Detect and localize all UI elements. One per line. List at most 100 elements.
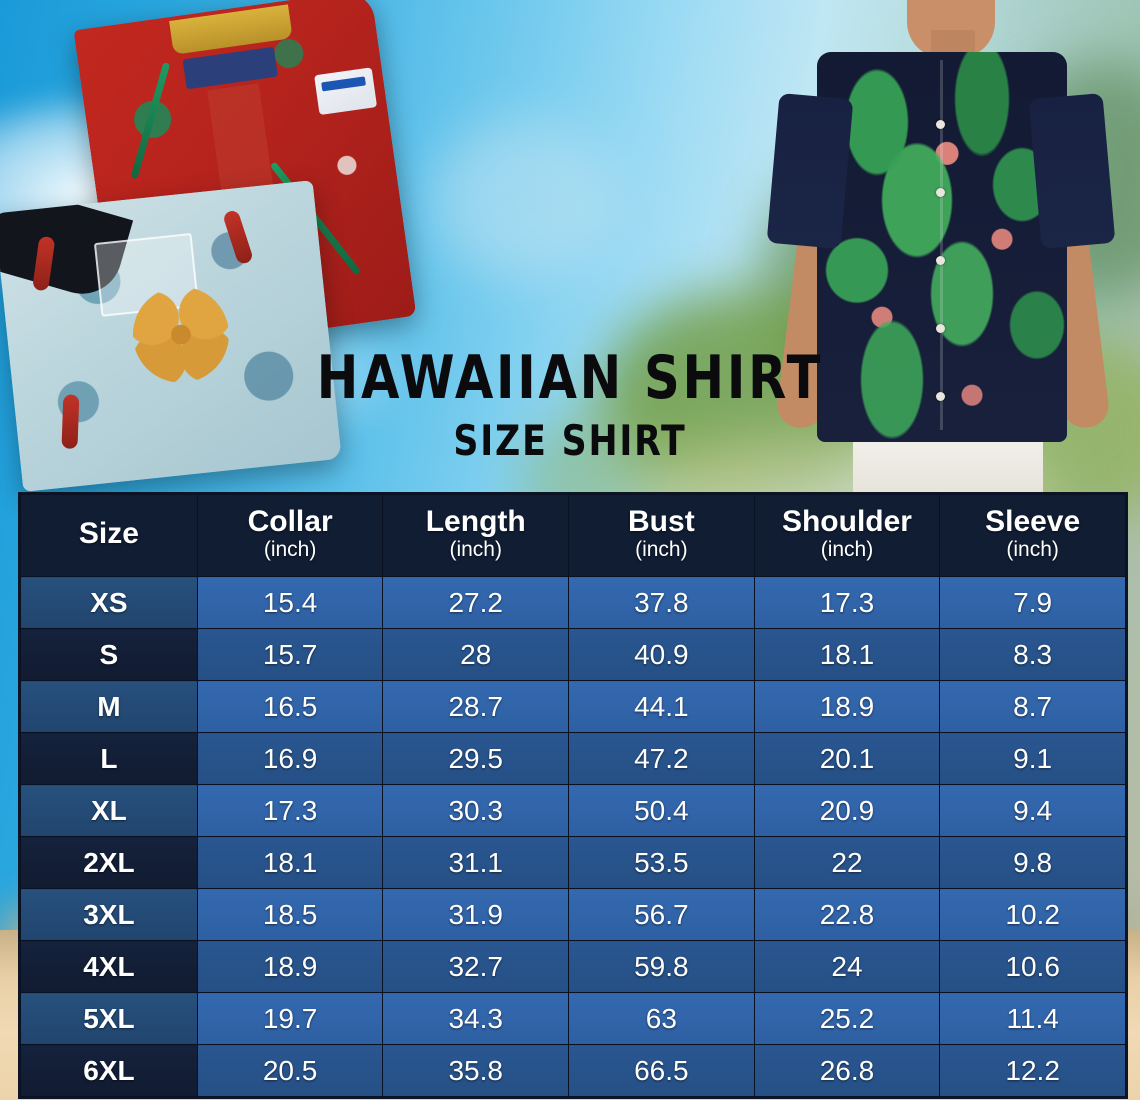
size-label-cell: L	[20, 732, 198, 785]
cell-collar: 16.9	[196, 732, 384, 785]
cell-length: 28.7	[382, 680, 570, 733]
cell-sleeve: 9.4	[939, 784, 1126, 837]
parrot-motif	[61, 394, 80, 449]
parrot-motif	[222, 208, 255, 266]
cell-shoulder: 26.8	[753, 1044, 941, 1097]
cell-length: 31.9	[382, 888, 570, 941]
column-header-label: Collar	[247, 504, 333, 538]
column-header-label: Shoulder	[781, 504, 912, 538]
blue-hawaiian-shirt	[0, 180, 342, 492]
cell-sleeve: 8.7	[939, 680, 1126, 733]
size-chart-table: Size Collar (inch) Length (inch) Bust (inch) Sh…	[20, 494, 1126, 1097]
cell-sleeve: 8.3	[939, 628, 1126, 681]
size-label-cell: 2XL	[20, 836, 198, 889]
cell-bust: 40.9	[568, 628, 755, 681]
cell-sleeve: 7.9	[939, 576, 1126, 629]
column-header-label: Bust	[628, 504, 695, 538]
cell-shoulder: 22.8	[753, 888, 941, 941]
column-header-unit: (inch)	[820, 538, 874, 562]
cell-shoulder: 22	[753, 836, 941, 889]
cell-length: 32.7	[382, 940, 570, 993]
cell-collar: 18.9	[196, 940, 384, 993]
table-row: 2XL 18.1 31.1 53.5 22 9.8	[20, 836, 1126, 889]
cell-bust: 44.1	[568, 680, 755, 733]
column-header-unit: (inch)	[635, 538, 688, 562]
cell-sleeve: 12.2	[939, 1044, 1126, 1097]
cell-shoulder: 17.3	[753, 576, 941, 629]
size-label-cell: M	[20, 680, 198, 733]
column-header-length: Length (inch)	[382, 494, 570, 577]
cell-shoulder: 20.9	[753, 784, 941, 837]
cell-sleeve: 10.6	[939, 940, 1126, 993]
table-row: L 16.9 29.5 47.2 20.1 9.1	[20, 732, 1126, 785]
cell-sleeve: 10.2	[939, 888, 1126, 941]
palm-leaf	[130, 62, 171, 180]
cell-shoulder: 18.1	[753, 628, 941, 681]
cell-shoulder: 18.9	[753, 680, 941, 733]
shirt-button	[936, 188, 945, 197]
folded-shirts-photo	[0, 0, 420, 492]
cell-length: 27.2	[382, 576, 570, 629]
size-label-cell: 4XL	[20, 940, 198, 993]
table-row: M 16.5 28.7 44.1 18.9 8.7	[20, 680, 1126, 733]
cell-collar: 15.7	[196, 628, 384, 681]
table-body: XS 15.4 27.2 37.8 17.3 7.9 S 15.7 28 40.9 18.1 8.3 M…	[20, 576, 1126, 1097]
shirt-collar	[169, 4, 293, 55]
size-label-cell: 5XL	[20, 992, 198, 1045]
table-row: S 15.7 28 40.9 18.1 8.3	[20, 628, 1126, 681]
shirt-placket	[940, 60, 943, 430]
cell-bust: 37.8	[568, 576, 755, 629]
table-row: 3XL 18.5 31.9 56.7 22.8 10.2	[20, 888, 1126, 941]
cell-collar: 15.4	[196, 576, 384, 629]
size-label-cell: 3XL	[20, 888, 198, 941]
model-photo	[735, 0, 1140, 500]
cell-bust: 50.4	[568, 784, 755, 837]
cell-shoulder: 25.2	[753, 992, 941, 1045]
table-row: 4XL 18.9 32.7 59.8 24 10.6	[20, 940, 1126, 993]
cell-collar: 17.3	[196, 784, 384, 837]
cell-length: 30.3	[382, 784, 570, 837]
column-header-bust: Bust (inch)	[568, 494, 755, 577]
column-header-label: Length	[425, 504, 526, 538]
cell-bust: 63	[568, 992, 755, 1045]
flamingo-hawaiian-shirt	[817, 52, 1067, 442]
cell-length: 31.1	[382, 836, 570, 889]
cell-bust: 56.7	[568, 888, 755, 941]
size-label-cell: XL	[20, 784, 198, 837]
cell-collar: 20.5	[196, 1044, 384, 1097]
cell-length: 34.3	[382, 992, 570, 1045]
size-label-cell: XS	[20, 576, 198, 629]
table-row: XL 17.3 30.3 50.4 20.9 9.4	[20, 784, 1126, 837]
cell-collar: 18.1	[196, 836, 384, 889]
shirt-sleeve	[766, 93, 854, 249]
column-header-unit: (inch)	[449, 538, 502, 562]
cell-bust: 66.5	[568, 1044, 755, 1097]
column-header-unit: (inch)	[263, 538, 317, 562]
shirt-button	[936, 120, 945, 129]
column-header-label: Size	[78, 517, 139, 551]
cell-sleeve: 11.4	[939, 992, 1126, 1045]
shirt-button	[936, 256, 945, 265]
table-row: 6XL 20.5 35.8 66.5 26.8 12.2	[20, 1044, 1126, 1097]
cell-length: 29.5	[382, 732, 570, 785]
column-header-shoulder: Shoulder (inch)	[753, 494, 941, 577]
cell-collar: 18.5	[196, 888, 384, 941]
shirt-sleeve-badge	[314, 67, 378, 116]
cell-sleeve: 9.1	[939, 732, 1126, 785]
cell-shoulder: 20.1	[753, 732, 941, 785]
shirt-button	[936, 392, 945, 401]
cell-collar: 19.7	[196, 992, 384, 1045]
size-label-cell: S	[20, 628, 198, 681]
shirt-button	[936, 324, 945, 333]
column-header-unit: (inch)	[1006, 538, 1059, 562]
size-label-cell: 6XL	[20, 1044, 198, 1097]
cell-shoulder: 24	[753, 940, 941, 993]
cell-bust: 53.5	[568, 836, 755, 889]
shirt-sleeve	[1028, 93, 1116, 249]
foliage-blob	[430, 120, 620, 280]
shirt-brand-label	[182, 46, 278, 90]
column-header-size: Size	[20, 494, 198, 577]
column-header-collar: Collar (inch)	[196, 494, 384, 577]
table-header: Size Collar (inch) Length (inch) Bust (inch) Sh…	[20, 494, 1126, 577]
cell-collar: 16.5	[196, 680, 384, 733]
